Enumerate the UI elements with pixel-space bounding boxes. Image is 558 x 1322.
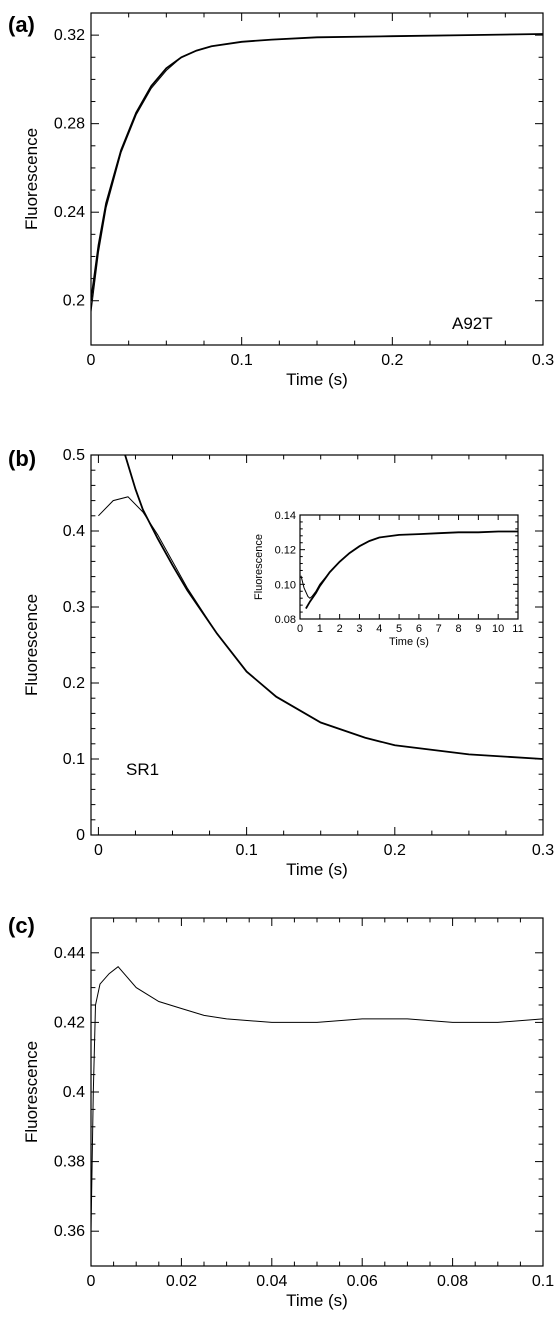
- panel-b-inset-y-tick-label: 0.10: [275, 579, 296, 591]
- panel-b-frame: [90, 454, 544, 836]
- panel-c-trace-line: [91, 966, 543, 1232]
- panel-b-inset-x-tick-label: 9: [475, 623, 481, 635]
- panel-b-inset-frame: [299, 514, 519, 620]
- panel-a-x-tick-label: 0: [87, 352, 96, 369]
- panel-b-y-tick-label: 0: [76, 827, 85, 844]
- panel-b-inset-x-tick-label: 3: [356, 623, 362, 635]
- panel-c: (c) 0 0.02 0.04 0.06 0.08 0.10.360.380.40.420…: [8, 913, 554, 1310]
- panel-c-label: (c): [8, 913, 35, 938]
- panel-b-inset: 0 1 2 3 4 5 6 7 8 9 10 110.080.100.120.14 Time (s) …: [253, 510, 524, 648]
- panel-a-fit-line: [91, 33, 543, 301]
- panel-a-series: [91, 33, 543, 312]
- panel-c-series: [91, 966, 543, 1232]
- panel-b-series: [98, 455, 543, 760]
- panel-a-x-tick-label: 0.2: [381, 352, 403, 369]
- panel-b-x-axis-label: Time (s): [286, 860, 348, 879]
- panel-b-inset-y-tick-label: 0.08: [275, 614, 296, 626]
- panel-c-y-tick-label: 0.42: [54, 1014, 85, 1031]
- panel-c-x-tick-label: 0.1: [532, 1273, 554, 1290]
- panel-a-y-tick-label: 0.2: [63, 293, 85, 310]
- panel-a-y-tick-label: 0.32: [54, 27, 85, 44]
- panel-b-label: (b): [8, 446, 36, 471]
- panel-a-trace-line: [91, 33, 543, 312]
- panel-b-inset-y-axis-label: Fluorescence: [253, 534, 265, 600]
- panel-b-inset-x-axis-label: Time (s): [389, 636, 429, 648]
- panel-c-x-tick-label: 0: [87, 1273, 96, 1290]
- panel-b-inset-x-tick-label: 11: [512, 623, 523, 635]
- panel-b-inset-x-tick-label: 4: [376, 623, 382, 635]
- panel-c-y-tick-label: 0.44: [54, 945, 85, 962]
- panel-a-x-axis-label: Time (s): [286, 370, 348, 389]
- panel-b-y-tick-label: 0.1: [63, 751, 85, 768]
- panel-c-y-tick-label: 0.4: [63, 1084, 85, 1101]
- panel-b-y-tick-label: 0.5: [63, 447, 85, 464]
- panel-c-x-tick-label: 0.08: [437, 1273, 468, 1290]
- panel-b-inset-x-tick-label: 5: [396, 623, 402, 635]
- panel-a-annotation: A92T: [452, 314, 493, 333]
- panel-b-x-tick-label: 0.3: [532, 842, 554, 859]
- panel-a-ticks: 0 0.1 0.2 0.3 0.2 0.24 0.28 0.32: [54, 13, 554, 369]
- panel-a-x-tick-label: 0.3: [532, 352, 554, 369]
- panel-c-y-tick-label: 0.36: [54, 1223, 85, 1240]
- panel-b-inset-y-tick-label: 0.14: [275, 510, 296, 522]
- panel-c-frame: [90, 917, 544, 1267]
- panel-c-x-tick-label: 0.02: [166, 1273, 197, 1290]
- panel-b-y-axis-label: Fluorescence: [22, 594, 41, 696]
- panel-b-y-tick-label: 0.4: [63, 523, 85, 540]
- panel-a-y-tick-label: 0.24: [54, 204, 85, 221]
- panel-b-inset-x-tick-label: 0: [297, 623, 303, 635]
- panel-b-x-tick-label: 0: [94, 842, 103, 859]
- panel-b-annotation: SR1: [126, 760, 159, 779]
- panel-b-inset-x-tick-label: 7: [436, 623, 442, 635]
- panel-b-inset-x-tick-label: 6: [416, 623, 422, 635]
- panel-b-x-tick-label: 0.1: [235, 842, 257, 859]
- panel-b-fit-line: [124, 455, 543, 760]
- panel-c-ticks: 0 0.02 0.04 0.06 0.08 0.1 0.36 0.38 0.4 0.42 0.44: [54, 918, 554, 1290]
- panel-b-inset-series: [300, 530, 518, 610]
- panel-b-y-tick-label: 0.3: [63, 599, 85, 616]
- panel-b-inset-y-tick-label: 0.12: [275, 545, 296, 557]
- panel-b-inset-x-tick-label: 10: [492, 623, 504, 635]
- panel-a: (a) 0 0.1 0.2 0.3 0.2 0.24 0.28 0.32 Time (s) F…: [8, 12, 554, 389]
- panel-a-x-tick-label: 0.1: [231, 352, 253, 369]
- panel-c-y-axis-label: Fluorescence: [22, 1041, 41, 1143]
- panel-c-x-tick-label: 0.06: [347, 1273, 378, 1290]
- panel-b-inset-x-tick-label: 2: [337, 623, 343, 635]
- panel-a-label: (a): [8, 12, 35, 37]
- panel-c-x-tick-label: 0.04: [256, 1273, 287, 1290]
- panel-c-y-tick-label: 0.38: [54, 1154, 85, 1171]
- panel-b-y-tick-label: 0.2: [63, 675, 85, 692]
- panel-b-inset-x-tick-label: 1: [317, 623, 323, 635]
- panel-a-y-axis-label: Fluorescence: [22, 128, 41, 230]
- panel-a-y-tick-label: 0.28: [54, 116, 85, 133]
- panel-b-ticks: 0 0.1 0.2 0.3 0 0.1 0.2 0.3 0.4 0.5: [63, 447, 554, 859]
- panel-b-inset-x-tick-label: 8: [455, 623, 461, 635]
- panel-b: (b) 0 0.1 0.2 0.300.10.20.30.40.5 Time (s) …: [8, 446, 554, 879]
- panel-b-inset-fit-line: [305, 530, 518, 610]
- panel-b-x-tick-label: 0.2: [384, 842, 406, 859]
- panel-c-x-axis-label: Time (s): [286, 1291, 348, 1310]
- panel-a-frame: [90, 12, 544, 346]
